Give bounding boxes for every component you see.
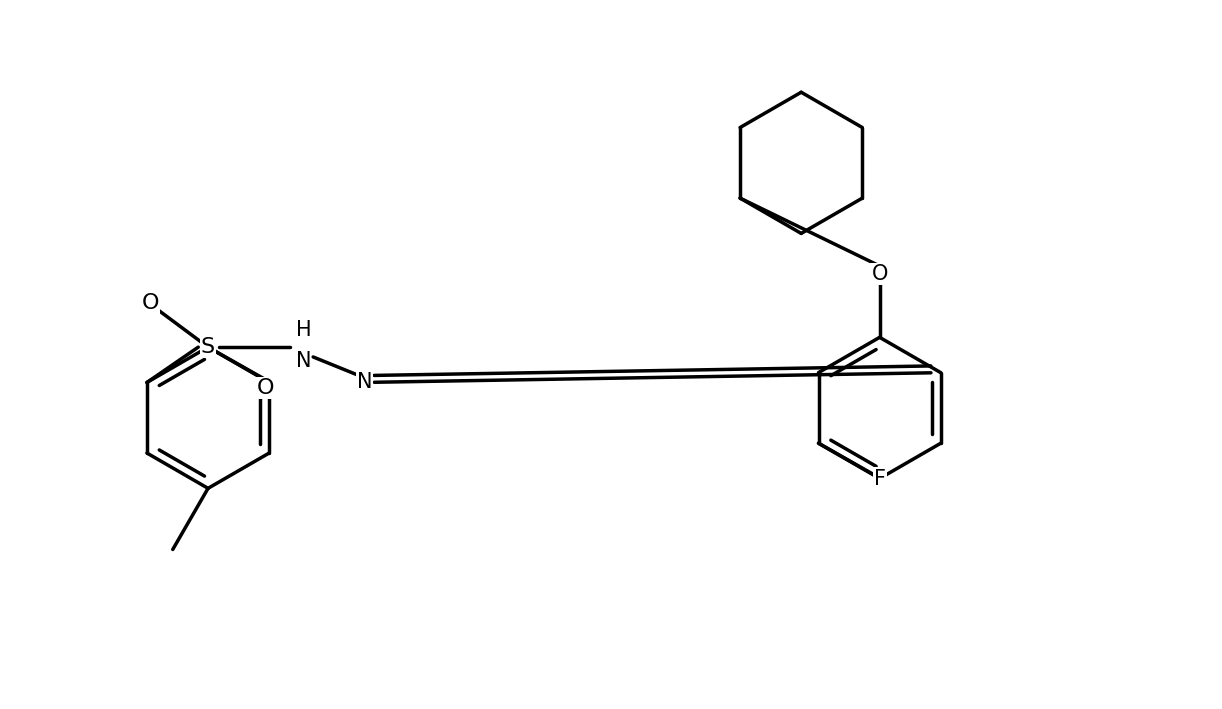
Text: O: O [871,264,888,284]
Text: H: H [296,320,312,340]
Text: S: S [200,337,215,357]
Text: F: F [874,469,886,489]
Text: O: O [142,293,159,313]
Text: O: O [257,378,275,398]
Text: N: N [357,372,373,393]
Text: N: N [296,351,312,371]
